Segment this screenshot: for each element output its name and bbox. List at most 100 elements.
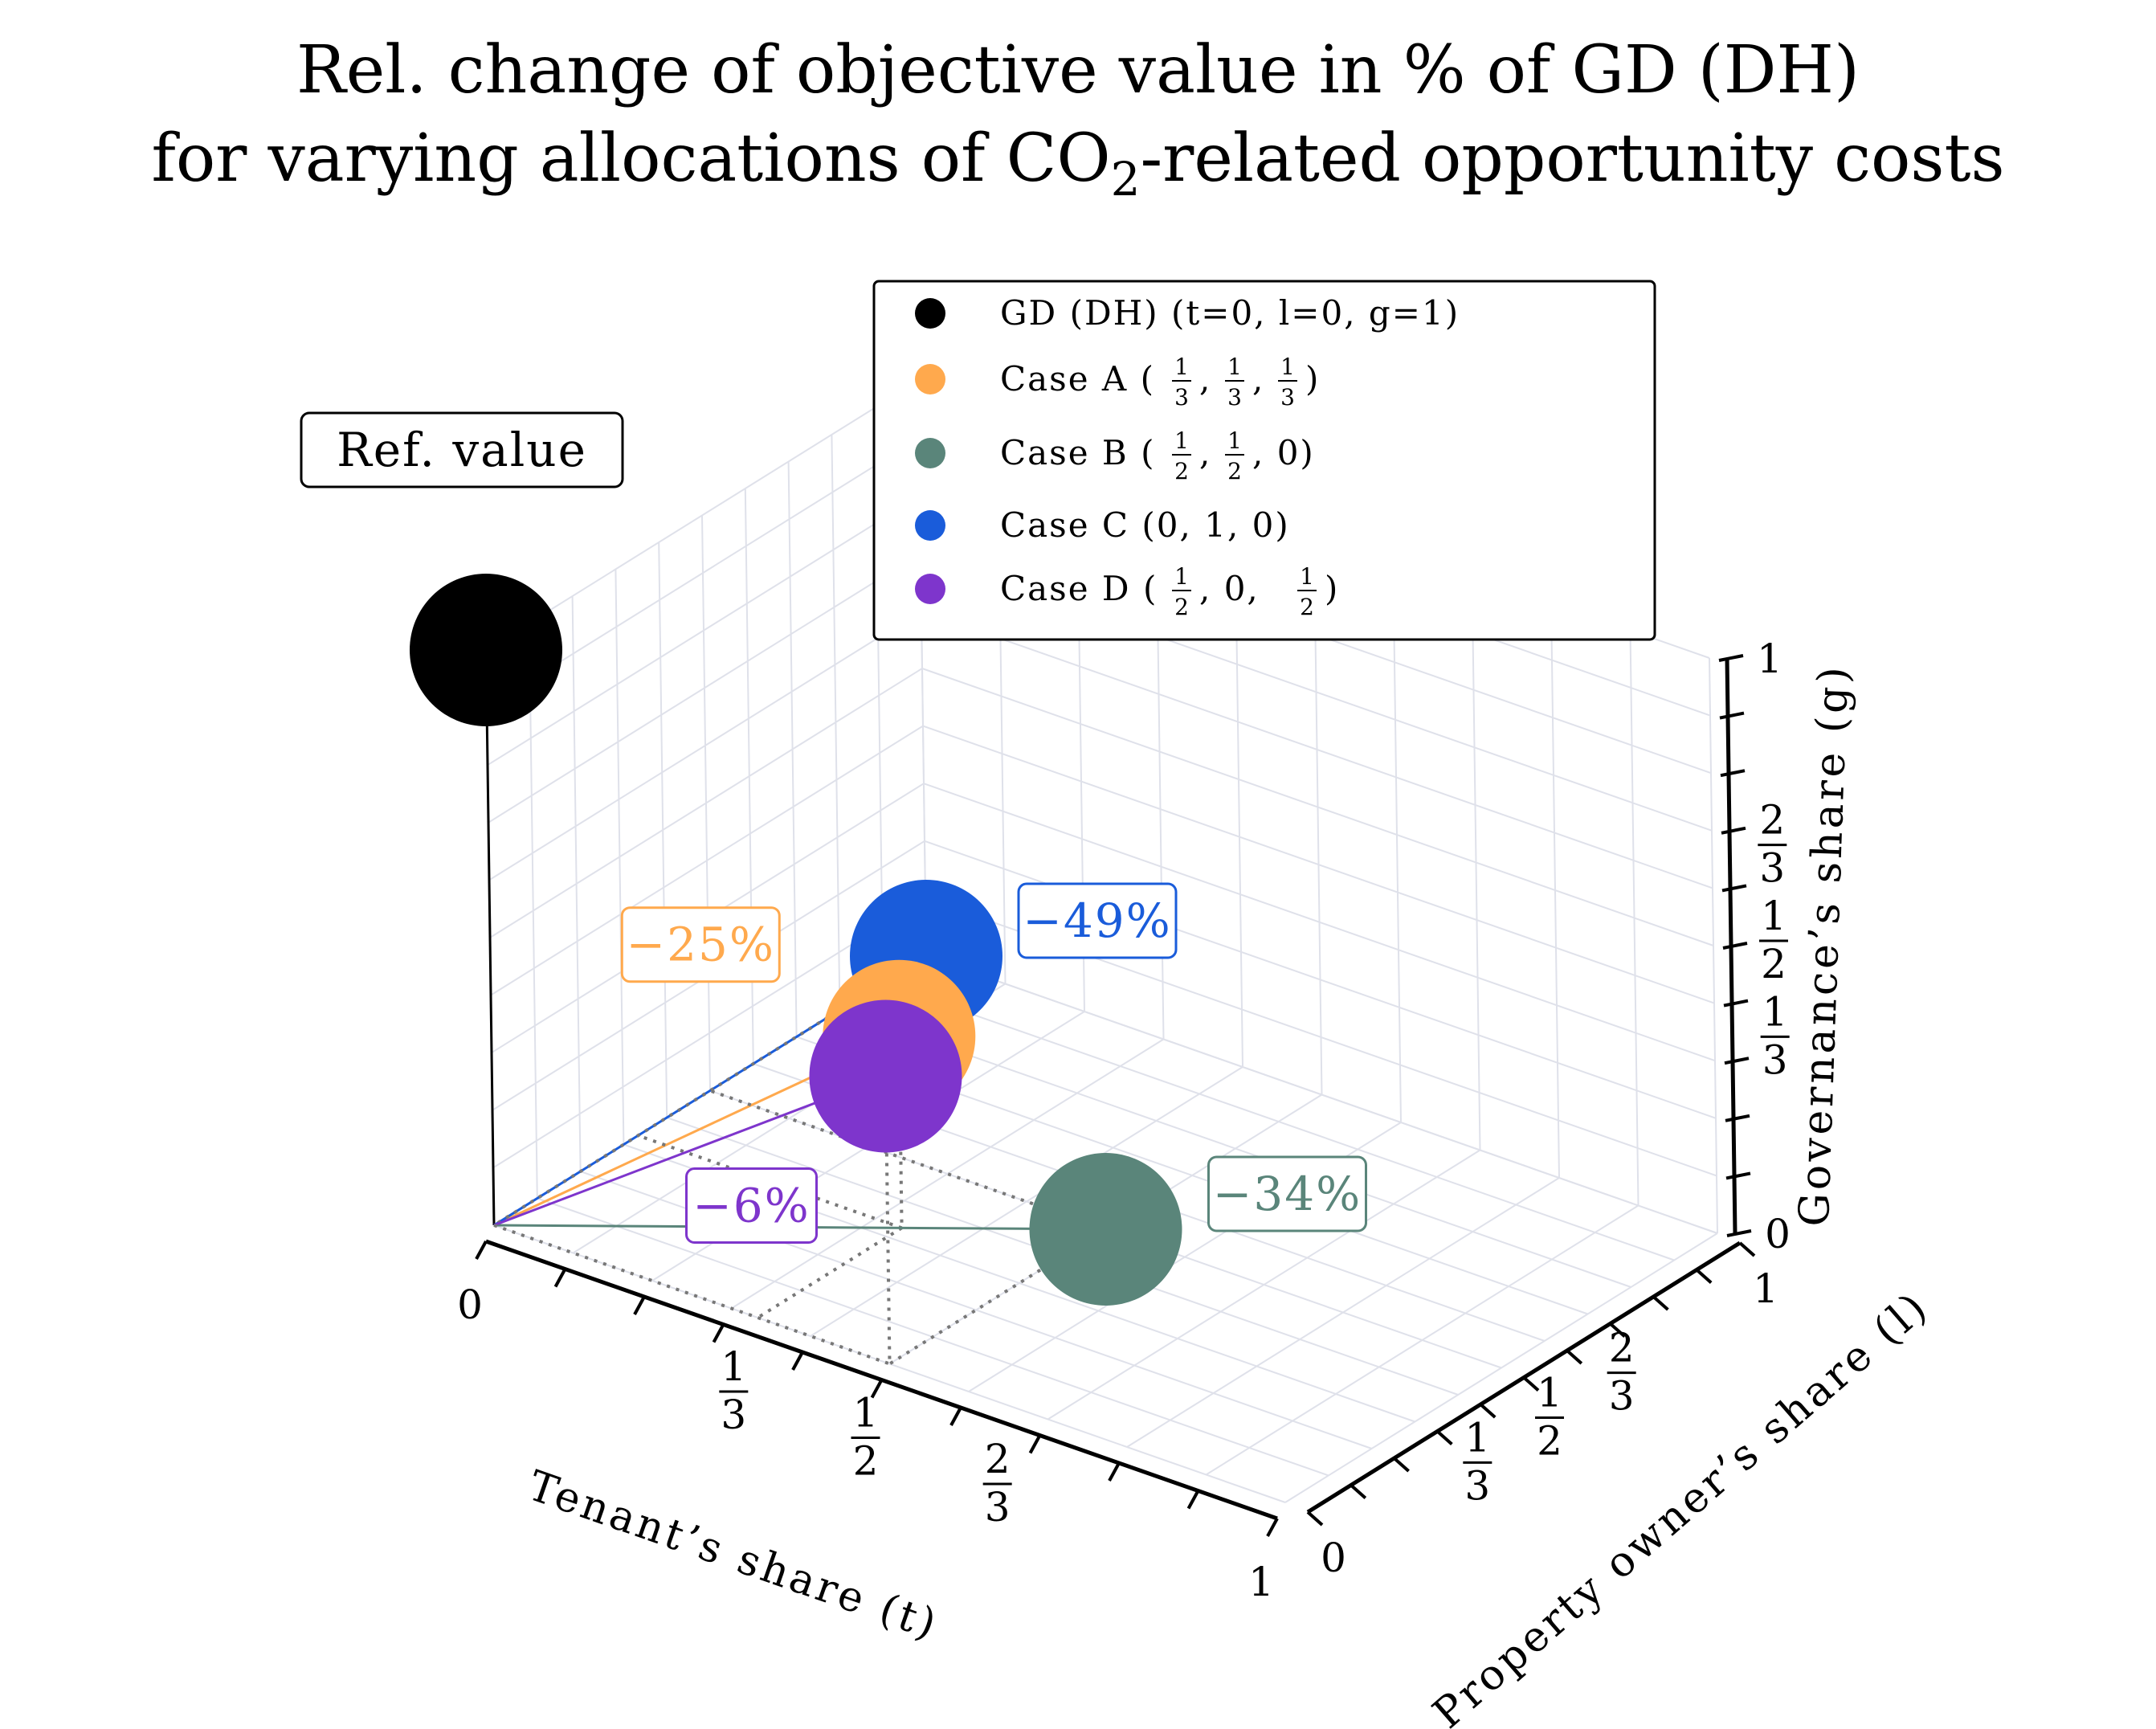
governance-tick-label-num: 1 <box>1762 988 1788 1035</box>
governance-tick-label-num: 1 <box>1761 893 1786 939</box>
tenant-tick <box>1266 1518 1279 1537</box>
legend-frac-den: 2 <box>1174 594 1189 620</box>
legend-sep: , <box>1199 359 1211 399</box>
legend: GD (DH) (t=0, l=0, g=1) Case A (1 3, 1 3, 1 3)… <box>872 280 1656 641</box>
annotation-box <box>300 411 624 488</box>
tenant-tick <box>475 1241 488 1260</box>
wall-grid-line <box>1709 657 1718 1234</box>
legend-marker <box>915 364 945 394</box>
legend-marker <box>915 510 945 541</box>
wall-grid-line <box>1629 630 1639 1206</box>
data-point <box>410 574 562 726</box>
data-point <box>1029 1153 1182 1306</box>
projection-line <box>493 1224 891 1366</box>
wall-grid-line <box>488 552 921 824</box>
tenant-tick-label-num: 2 <box>985 1436 1011 1482</box>
owner-tick <box>1566 1349 1583 1365</box>
wall-grid-line <box>921 668 1714 946</box>
projection-line <box>637 1134 903 1230</box>
floor-grid-line <box>1205 1204 1639 1476</box>
legend-frac-den: 3 <box>1227 384 1242 411</box>
legend-label: Case D ( <box>1000 569 1158 608</box>
legend-close: ) <box>1305 359 1320 399</box>
owner-axis-label: Property owner’s share (l) <box>1424 1282 1938 1729</box>
governance-tick <box>1724 1057 1750 1065</box>
annotation-box <box>1207 1155 1367 1232</box>
tenant-tick-label-den: 3 <box>985 1484 1011 1531</box>
governance-tick-label-num: 2 <box>1759 797 1785 844</box>
legend-tail: , 0) <box>1252 433 1315 472</box>
governance-tick-label-den: 2 <box>1761 941 1786 987</box>
owner-tick <box>1350 1484 1367 1499</box>
legend-marker <box>915 438 945 468</box>
legend-sep: , <box>1252 359 1264 399</box>
legend-frac-num: 1 <box>1174 354 1189 380</box>
stem-line <box>484 649 496 1226</box>
annotation-text: −34% <box>1213 1167 1362 1221</box>
floor-grid-line <box>1047 1149 1481 1420</box>
tenant-tick <box>870 1379 884 1399</box>
legend-frac-den: 3 <box>1174 384 1189 411</box>
owner-tick-label-den: 3 <box>1464 1462 1490 1509</box>
legend-close: ) <box>1325 569 1339 608</box>
legend-frac-num: 1 <box>1174 427 1189 454</box>
legend-frac-den: 2 <box>1300 594 1314 620</box>
annotation-box <box>1017 882 1178 959</box>
annotation-2: −34% <box>1207 1155 1367 1232</box>
owner-tick-label: 1 <box>1753 1265 1778 1312</box>
wall-grid-line <box>488 610 922 881</box>
floor-grid-line <box>882 982 1675 1261</box>
projection-line <box>492 954 928 1227</box>
governance-tick <box>1718 654 1744 662</box>
chart-title-line-2: for varying allocations of CO2-related o… <box>151 121 2004 206</box>
owner-tick <box>1738 1241 1756 1257</box>
legend-frac-num: 1 <box>1280 354 1295 380</box>
governance-tick <box>1721 884 1747 893</box>
owner-tick <box>1436 1430 1453 1445</box>
governance-tick <box>1723 999 1749 1008</box>
governance-tick-label: 0 <box>1765 1211 1791 1257</box>
legend-frame <box>872 280 1656 641</box>
tenant-tick-label: 0 <box>457 1281 483 1328</box>
wall-grid-line <box>831 434 841 1011</box>
data-point <box>809 999 962 1153</box>
annotation-box <box>685 1167 818 1244</box>
governance-tick <box>1720 769 1746 778</box>
governance-axis-label: Governance’s share (g) <box>1791 663 1858 1227</box>
owner-tick <box>1306 1510 1324 1527</box>
governance-tick <box>1722 942 1748 950</box>
governance-tick <box>1726 1229 1752 1237</box>
legend-items: GD (DH) (t=0, l=0, g=1) Case A (1 3, 1 3, 1 3)… <box>915 293 1458 620</box>
legend-frac-num: 1 <box>1300 563 1314 590</box>
wall-grid-line <box>487 495 921 766</box>
governance-tick <box>1725 1171 1751 1180</box>
owner-tick <box>1479 1403 1497 1419</box>
legend-marker <box>915 298 945 329</box>
annotation-box <box>620 906 781 983</box>
annotation-text: Ref. value <box>337 423 587 477</box>
annotation-text: −25% <box>627 918 776 972</box>
wall-grid-line <box>489 668 923 938</box>
annotation-3: −49% <box>1017 882 1178 959</box>
legend-marker <box>915 574 945 604</box>
tenant-axis-label: Tenant’s share (t) <box>522 1461 945 1649</box>
legend-frac-den: 3 <box>1280 384 1295 411</box>
wall-grid-line <box>1550 602 1560 1179</box>
tenant-tick-label-den: 3 <box>721 1392 746 1438</box>
governance-tick-label-den: 3 <box>1759 845 1785 892</box>
owner-tick-label-num: 1 <box>1537 1370 1562 1416</box>
legend-frac-num: 1 <box>1174 563 1189 590</box>
tenant-tick-label-num: 1 <box>853 1390 879 1437</box>
tenant-tick <box>712 1323 725 1343</box>
floor-grid-line <box>1284 1232 1718 1503</box>
annotation-0: Ref. value <box>300 411 624 488</box>
governance-tick <box>1725 1114 1750 1122</box>
wall-grid-line <box>921 610 1713 889</box>
tenant-tick <box>949 1407 962 1426</box>
legend-mid: , 0, <box>1199 569 1260 608</box>
point-layer <box>410 574 1182 1306</box>
legend-label: Case A ( <box>1000 359 1155 399</box>
tenant-tick-label-den: 2 <box>853 1438 879 1485</box>
governance-tick <box>1721 826 1746 835</box>
